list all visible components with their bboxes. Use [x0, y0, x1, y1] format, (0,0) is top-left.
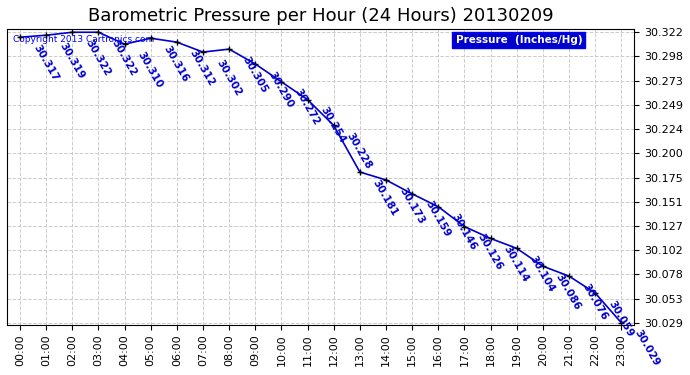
Text: Copyright 2013 Cartronics.com: Copyright 2013 Cartronics.com [13, 35, 155, 44]
Text: 30.126: 30.126 [475, 232, 504, 272]
Text: 30.322: 30.322 [110, 38, 138, 78]
Text: 30.228: 30.228 [345, 131, 373, 171]
Text: 30.254: 30.254 [319, 105, 348, 145]
Text: 30.029: 30.029 [632, 328, 661, 368]
Text: 30.302: 30.302 [214, 58, 243, 98]
Text: 30.104: 30.104 [528, 254, 557, 294]
Title: Barometric Pressure per Hour (24 Hours) 20130209: Barometric Pressure per Hour (24 Hours) … [88, 7, 553, 25]
Text: 30.290: 30.290 [266, 69, 295, 109]
Text: 30.305: 30.305 [240, 55, 269, 94]
Text: 30.181: 30.181 [371, 178, 400, 218]
Text: 30.146: 30.146 [449, 212, 478, 252]
Text: 30.159: 30.159 [423, 200, 452, 239]
Text: 30.322: 30.322 [83, 38, 112, 78]
Text: 30.316: 30.316 [162, 44, 190, 84]
Text: 30.310: 30.310 [136, 50, 164, 90]
Text: 30.059: 30.059 [607, 298, 635, 338]
Text: 30.317: 30.317 [31, 43, 60, 83]
Text: 30.076: 30.076 [580, 282, 609, 322]
Text: 30.086: 30.086 [554, 272, 583, 312]
Text: 30.319: 30.319 [57, 41, 86, 81]
Text: 30.312: 30.312 [188, 48, 217, 88]
Text: 30.173: 30.173 [397, 186, 426, 225]
Text: Pressure  (Inches/Hg): Pressure (Inches/Hg) [455, 35, 582, 45]
Text: 30.114: 30.114 [502, 244, 531, 284]
Text: 30.272: 30.272 [293, 87, 322, 128]
